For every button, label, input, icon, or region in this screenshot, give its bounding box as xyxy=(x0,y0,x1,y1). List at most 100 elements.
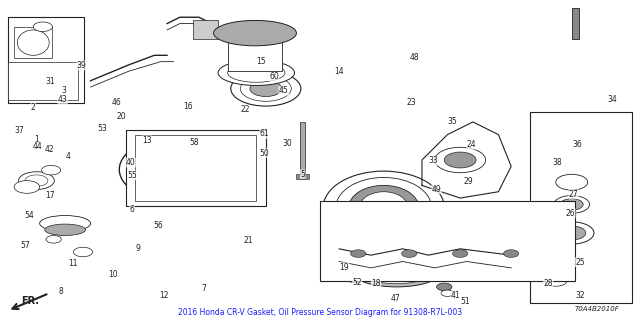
Text: 47: 47 xyxy=(390,294,400,303)
Ellipse shape xyxy=(214,20,296,46)
Ellipse shape xyxy=(435,147,486,173)
Bar xyxy=(8,17,84,103)
Text: 26: 26 xyxy=(566,209,575,218)
Text: 53: 53 xyxy=(97,124,107,133)
Ellipse shape xyxy=(336,178,431,238)
Ellipse shape xyxy=(119,133,266,206)
Bar xyxy=(300,122,305,179)
Text: 10: 10 xyxy=(108,270,118,279)
Ellipse shape xyxy=(360,192,408,223)
Bar xyxy=(193,20,218,39)
Ellipse shape xyxy=(250,81,282,97)
Ellipse shape xyxy=(218,60,294,85)
Ellipse shape xyxy=(132,140,253,200)
Ellipse shape xyxy=(401,250,417,257)
Bar xyxy=(14,27,52,59)
Text: 32: 32 xyxy=(575,291,585,300)
Bar xyxy=(362,243,431,265)
Ellipse shape xyxy=(556,174,588,190)
Text: 18: 18 xyxy=(371,279,381,288)
Text: 31: 31 xyxy=(45,77,54,86)
Text: 9: 9 xyxy=(136,244,141,253)
Bar xyxy=(296,174,308,179)
Text: 28: 28 xyxy=(543,279,553,288)
Text: 42: 42 xyxy=(45,145,54,154)
Ellipse shape xyxy=(560,199,583,210)
Text: 14: 14 xyxy=(334,67,344,76)
Text: 45: 45 xyxy=(279,86,289,95)
Text: 2: 2 xyxy=(31,103,36,112)
Text: 54: 54 xyxy=(24,211,34,220)
Text: 29: 29 xyxy=(463,177,474,186)
Ellipse shape xyxy=(355,261,438,287)
Text: FR.: FR. xyxy=(21,296,39,306)
Ellipse shape xyxy=(549,222,594,244)
Text: 8: 8 xyxy=(58,287,63,296)
Text: 6: 6 xyxy=(129,205,134,214)
Ellipse shape xyxy=(241,76,291,101)
Text: 40: 40 xyxy=(126,158,136,167)
Ellipse shape xyxy=(14,180,40,193)
Text: 13: 13 xyxy=(142,136,152,145)
Text: 55: 55 xyxy=(128,171,138,180)
Ellipse shape xyxy=(452,250,468,257)
Ellipse shape xyxy=(45,224,86,236)
Ellipse shape xyxy=(148,147,237,192)
Ellipse shape xyxy=(436,283,452,291)
Ellipse shape xyxy=(157,152,228,187)
Text: 43: 43 xyxy=(58,95,67,104)
Ellipse shape xyxy=(42,165,61,175)
Ellipse shape xyxy=(348,275,363,283)
Bar xyxy=(531,112,632,303)
Text: 36: 36 xyxy=(572,140,582,149)
Ellipse shape xyxy=(17,30,49,55)
Ellipse shape xyxy=(74,247,93,257)
Text: 33: 33 xyxy=(429,156,438,165)
Ellipse shape xyxy=(544,275,567,286)
Text: 7: 7 xyxy=(202,284,207,293)
Text: 41: 41 xyxy=(451,291,461,300)
Text: 3: 3 xyxy=(61,86,67,95)
Text: 21: 21 xyxy=(244,236,253,245)
Ellipse shape xyxy=(40,215,91,231)
Text: 2016 Honda CR-V Gasket, Oil Pressure Sensor Diagram for 91308-R7L-003: 2016 Honda CR-V Gasket, Oil Pressure Sen… xyxy=(178,308,462,317)
Text: 58: 58 xyxy=(189,138,199,147)
Text: 50: 50 xyxy=(260,148,269,157)
Bar xyxy=(572,8,579,39)
Ellipse shape xyxy=(173,160,212,179)
Ellipse shape xyxy=(444,152,476,168)
Text: 25: 25 xyxy=(575,258,585,267)
Ellipse shape xyxy=(557,226,586,240)
Text: T0A4B2010F: T0A4B2010F xyxy=(575,306,620,312)
Text: 16: 16 xyxy=(183,102,193,111)
Text: 34: 34 xyxy=(607,95,617,104)
Text: 52: 52 xyxy=(352,278,362,287)
Bar xyxy=(135,135,256,201)
Ellipse shape xyxy=(504,250,519,257)
Text: 15: 15 xyxy=(257,57,266,66)
Ellipse shape xyxy=(231,71,301,106)
Ellipse shape xyxy=(323,171,444,244)
Ellipse shape xyxy=(441,290,454,296)
Text: 51: 51 xyxy=(460,297,470,306)
Text: 20: 20 xyxy=(116,112,126,121)
Text: 11: 11 xyxy=(68,259,78,268)
Text: 22: 22 xyxy=(241,105,250,114)
Ellipse shape xyxy=(543,255,568,268)
Ellipse shape xyxy=(349,185,419,230)
Text: 30: 30 xyxy=(282,139,292,148)
Ellipse shape xyxy=(365,265,428,284)
Text: 61: 61 xyxy=(260,130,269,139)
Text: 44: 44 xyxy=(32,142,42,151)
Text: 12: 12 xyxy=(159,291,168,300)
Bar xyxy=(320,201,575,281)
Ellipse shape xyxy=(351,250,366,257)
Ellipse shape xyxy=(19,172,54,189)
Ellipse shape xyxy=(228,63,285,82)
Ellipse shape xyxy=(554,196,589,213)
Text: 49: 49 xyxy=(432,185,442,194)
Text: 27: 27 xyxy=(569,190,579,199)
Text: 39: 39 xyxy=(77,61,86,70)
Text: 48: 48 xyxy=(410,53,419,62)
Text: 60: 60 xyxy=(269,72,279,81)
